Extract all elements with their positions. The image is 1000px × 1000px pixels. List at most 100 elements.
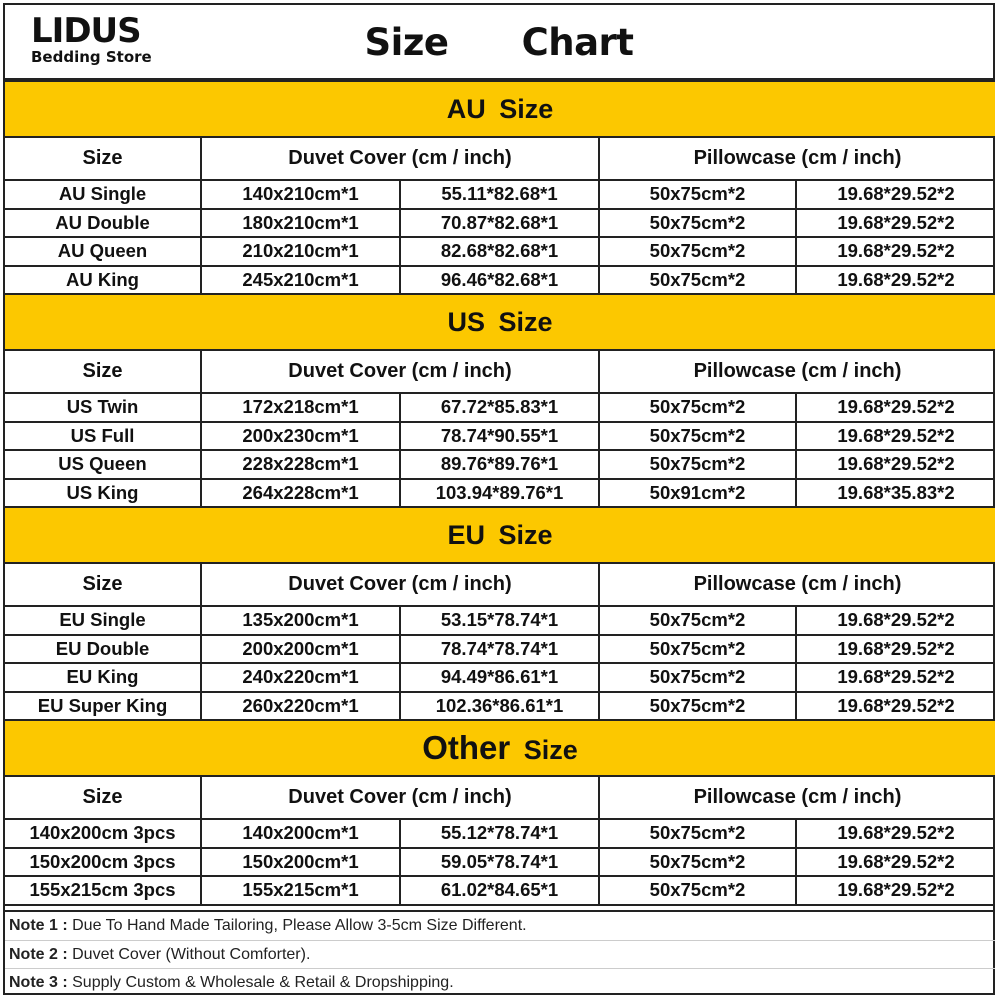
duvet-cm-cell: 210x210cm*1 bbox=[202, 238, 401, 265]
notes: Note 1 : Due To Hand Made Tailoring, Ple… bbox=[5, 910, 995, 997]
duvet-cm-cell: 260x220cm*1 bbox=[202, 692, 401, 719]
table-row: EU Double 200x200cm*1 78.74*78.74*1 50x75cm… bbox=[5, 635, 995, 664]
duvet-inch-cell: 61.02*84.65*1 bbox=[401, 877, 600, 904]
duvet-cm-cell: 135x200cm*1 bbox=[202, 607, 401, 634]
section-title-rest: Size bbox=[498, 520, 553, 550]
table-row: US Twin 172x218cm*1 67.72*85.83*1 50x75cm*2… bbox=[5, 394, 995, 423]
section-title: EU Size bbox=[5, 506, 995, 564]
column-header-row: Size Duvet Cover (cm / inch) Pillowcase … bbox=[5, 564, 995, 607]
table-row: EU King 240x220cm*1 94.49*86.61*1 50x75cm*2… bbox=[5, 664, 995, 693]
pillow-cm-cell: 50x75cm*2 bbox=[600, 820, 797, 847]
pillow-inch-cell: 19.68*29.52*2 bbox=[837, 666, 955, 688]
pillow-inch-cell: 19.68*29.52*2 bbox=[837, 637, 955, 659]
duvet-cm-cell: 140x200cm*1 bbox=[202, 820, 401, 847]
section-title-main: Other bbox=[422, 729, 511, 766]
duvet-cm-cell: 150x200cm*1 bbox=[202, 848, 401, 875]
table-row: AU Single 140x210cm*1 55.11*82.68*1 50x75cm… bbox=[5, 181, 995, 210]
pillow-cm-cell: 50x75cm*2 bbox=[600, 664, 797, 691]
section-title-main: US bbox=[447, 307, 485, 337]
brand-name: LIDUS bbox=[31, 11, 142, 51]
chart-frame bbox=[3, 3, 995, 995]
pillow-inch-cell: 19.68*29.52*2 bbox=[837, 453, 955, 475]
pillow-cm-cell: 50x75cm*2 bbox=[600, 692, 797, 719]
section-title: Other Size bbox=[5, 719, 995, 777]
note-text: Supply Custom & Wholesale & Retail & Dro… bbox=[72, 974, 454, 991]
size-cell: AU King bbox=[5, 266, 202, 293]
column-header-pillowcase: Pillowcase (cm / inch) bbox=[693, 573, 902, 595]
section-au: AU Size Size Duvet Cover (cm / inch) Pil… bbox=[5, 80, 995, 295]
pillow-cm-cell: 50x75cm*2 bbox=[600, 635, 797, 662]
table-row: AU Double 180x210cm*1 70.87*82.68*1 50x75cm… bbox=[5, 209, 995, 238]
duvet-cm-cell: 240x220cm*1 bbox=[202, 664, 401, 691]
pillow-cm-cell: 50x75cm*2 bbox=[600, 238, 797, 265]
column-header-pillowcase: Pillowcase (cm / inch) bbox=[693, 786, 902, 808]
size-cell: US King bbox=[5, 479, 202, 506]
note-text: Duvet Cover (Without Comforter). bbox=[72, 945, 311, 963]
column-header-duvet: Duvet Cover (cm / inch) bbox=[202, 138, 600, 179]
brand-subtitle: Bedding Store bbox=[31, 48, 152, 66]
section-title: AU Size bbox=[5, 80, 995, 138]
pillow-inch-cell: 19.68*29.52*2 bbox=[837, 822, 955, 844]
header: LIDUS Bedding Store Size Chart bbox=[3, 3, 995, 80]
size-cell: 150x200cm 3pcs bbox=[5, 848, 202, 875]
pillow-inch-cell: 19.68*29.52*2 bbox=[837, 211, 955, 233]
duvet-cm-cell: 264x228cm*1 bbox=[202, 479, 401, 506]
table-row: US King 264x228cm*1 103.94*89.76*1 50x91cm*… bbox=[5, 479, 995, 508]
column-header-size: Size bbox=[5, 351, 202, 392]
section-title-rest: Size bbox=[499, 94, 554, 124]
note-2: Note 2 : Duvet Cover (Without Comforter)… bbox=[5, 941, 995, 969]
section-title-rest: Size bbox=[523, 735, 578, 765]
column-header-row: Size Duvet Cover (cm / inch) Pillowcase … bbox=[5, 777, 995, 820]
duvet-inch-cell: 94.49*86.61*1 bbox=[401, 664, 600, 691]
pillow-cm-cell: 50x75cm*2 bbox=[600, 451, 797, 478]
pillow-cm-cell: 50x75cm*2 bbox=[600, 848, 797, 875]
table-row: AU King 245x210cm*1 96.46*82.68*1 50x75cm*2… bbox=[5, 266, 995, 295]
column-header-pillowcase: Pillowcase (cm / inch) bbox=[693, 360, 902, 382]
column-header-pillowcase: Pillowcase (cm / inch) bbox=[693, 147, 902, 169]
size-cell: US Queen bbox=[5, 451, 202, 478]
duvet-inch-cell: 89.76*89.76*1 bbox=[401, 451, 600, 478]
size-cell: 140x200cm 3pcs bbox=[5, 820, 202, 847]
duvet-inch-cell: 96.46*82.68*1 bbox=[401, 266, 600, 293]
pillow-cm-cell: 50x91cm*2 bbox=[600, 479, 797, 506]
table-row: EU Single 135x200cm*1 53.15*78.74*1 50x75cm… bbox=[5, 607, 995, 636]
duvet-cm-cell: 155x215cm*1 bbox=[202, 877, 401, 904]
pillow-inch-cell: 19.68*29.52*2 bbox=[837, 609, 955, 631]
size-cell: 155x215cm 3pcs bbox=[5, 877, 202, 904]
note-1: Note 1 : Due To Hand Made Tailoring, Ple… bbox=[5, 912, 995, 941]
duvet-inch-cell: 53.15*78.74*1 bbox=[401, 607, 600, 634]
pillow-cm-cell: 50x75cm*2 bbox=[600, 209, 797, 236]
section-title-rest: Size bbox=[498, 307, 553, 337]
section-us: US Size Size Duvet Cover (cm / inch) Pil… bbox=[5, 293, 995, 508]
note-text: Due To Hand Made Tailoring, Please Allow… bbox=[72, 917, 527, 934]
column-header-duvet: Duvet Cover (cm / inch) bbox=[202, 564, 600, 605]
pillow-inch-cell: 19.68*29.52*2 bbox=[837, 850, 955, 872]
pillow-inch-cell: 19.68*29.52*2 bbox=[837, 240, 955, 262]
page-title: Size Chart bbox=[364, 21, 634, 64]
duvet-cm-cell: 200x200cm*1 bbox=[202, 635, 401, 662]
size-cell: EU Double bbox=[5, 635, 202, 662]
table-row: 155x215cm 3pcs 155x215cm*1 61.02*84.65*1 50… bbox=[5, 877, 995, 906]
pillow-inch-cell: 19.68*29.52*2 bbox=[837, 183, 955, 205]
note-3: Note 3 : Supply Custom & Wholesale & Ret… bbox=[5, 969, 995, 997]
section-other: Other Size Size Duvet Cover (cm / inch) … bbox=[5, 719, 995, 906]
duvet-inch-cell: 82.68*82.68*1 bbox=[401, 238, 600, 265]
size-cell: EU Single bbox=[5, 607, 202, 634]
column-header-size: Size bbox=[5, 777, 202, 818]
pillow-inch-cell: 19.68*35.83*2 bbox=[837, 481, 955, 503]
column-header-size: Size bbox=[5, 138, 202, 179]
table-row: EU Super King 260x220cm*1 102.36*86.61*1 50… bbox=[5, 692, 995, 721]
duvet-inch-cell: 67.72*85.83*1 bbox=[401, 394, 600, 421]
pillow-cm-cell: 50x75cm*2 bbox=[600, 877, 797, 904]
column-header-row: Size Duvet Cover (cm / inch) Pillowcase … bbox=[5, 138, 995, 181]
duvet-inch-cell: 70.87*82.68*1 bbox=[401, 209, 600, 236]
size-cell: AU Queen bbox=[5, 238, 202, 265]
size-cell: US Twin bbox=[5, 394, 202, 421]
table-row: US Queen 228x228cm*1 89.76*89.76*1 50x75cm*… bbox=[5, 451, 995, 480]
note-label: Note 1 : bbox=[9, 917, 68, 934]
pillow-inch-cell: 19.68*29.52*2 bbox=[837, 268, 955, 290]
duvet-inch-cell: 55.12*78.74*1 bbox=[401, 820, 600, 847]
column-header-duvet: Duvet Cover (cm / inch) bbox=[202, 351, 600, 392]
duvet-inch-cell: 55.11*82.68*1 bbox=[401, 181, 600, 208]
brand-logo: LIDUS Bedding Store bbox=[31, 13, 152, 65]
